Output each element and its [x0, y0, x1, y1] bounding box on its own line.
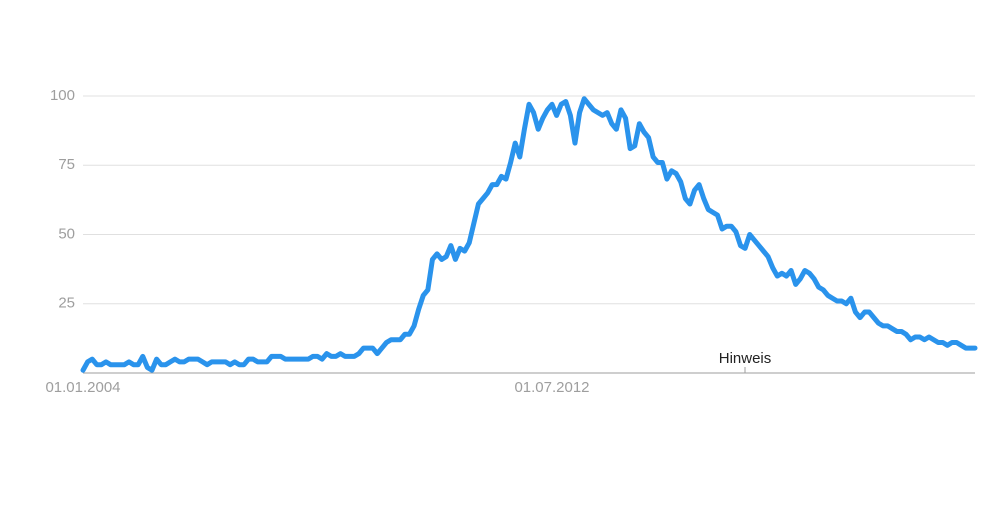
- x-tick-label: 01.01.2004: [45, 379, 120, 396]
- trend-line: [80, 96, 978, 373]
- y-tick-label: 100: [50, 87, 75, 104]
- y-tick-label: 25: [58, 295, 75, 312]
- annotation: Hinweis: [719, 350, 772, 367]
- x-tick-label: 01.07.2012: [514, 379, 589, 396]
- y-tick-label: 75: [58, 156, 75, 173]
- y-tick-label: 50: [58, 225, 75, 242]
